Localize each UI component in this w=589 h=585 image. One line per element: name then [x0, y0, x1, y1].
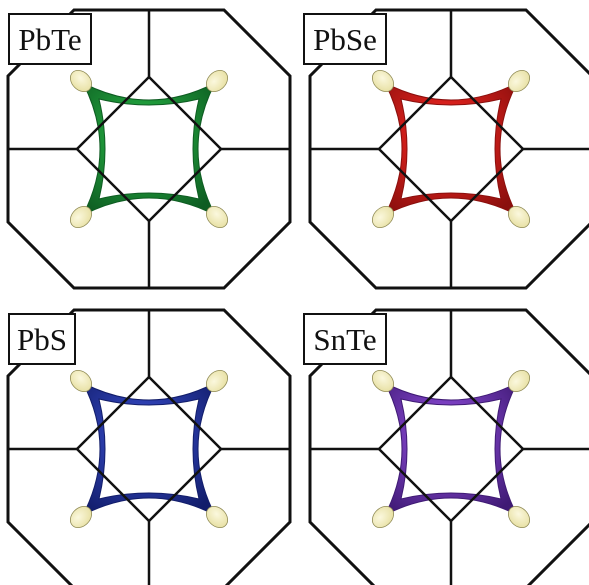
pocket-cap — [205, 69, 229, 93]
pocket-cap — [507, 369, 531, 393]
pocket-cap — [371, 505, 395, 529]
pocket-cap — [205, 369, 229, 393]
pocket-cap — [69, 205, 93, 229]
panel-pbs: PbS — [6, 308, 292, 585]
label-box — [8, 313, 76, 365]
label-box — [303, 313, 387, 365]
pocket-cap — [205, 505, 229, 529]
pocket-cap — [69, 505, 93, 529]
pocket-cap — [69, 369, 93, 393]
panel-pbte: PbTe — [6, 8, 292, 290]
pocket-cap — [371, 69, 395, 93]
panel-snte: SnTe — [303, 308, 589, 585]
brillouin-zone-outline — [308, 308, 589, 585]
pocket-cap — [69, 69, 93, 93]
pocket-cap — [507, 205, 531, 229]
label-box — [303, 13, 387, 65]
brillouin-zone-outline — [308, 8, 589, 290]
pocket-cap — [507, 505, 531, 529]
pocket-cap — [371, 369, 395, 393]
panel-label: PbS — [17, 322, 67, 357]
brillouin-zone-outline — [6, 308, 292, 585]
pocket-cap — [507, 69, 531, 93]
panel-label: PbTe — [18, 22, 81, 57]
panel-pbse: PbSe — [303, 8, 589, 290]
panel-label: PbSe — [313, 22, 377, 57]
fermi-surface — [371, 69, 531, 229]
label-box — [8, 13, 92, 65]
fermi-surface — [371, 369, 531, 529]
fermi-surface — [69, 69, 229, 229]
panel-label: SnTe — [313, 322, 376, 357]
fermi-surface — [69, 369, 229, 529]
brillouin-zone-outline — [6, 8, 292, 290]
pocket-cap — [205, 205, 229, 229]
pocket-cap — [371, 205, 395, 229]
